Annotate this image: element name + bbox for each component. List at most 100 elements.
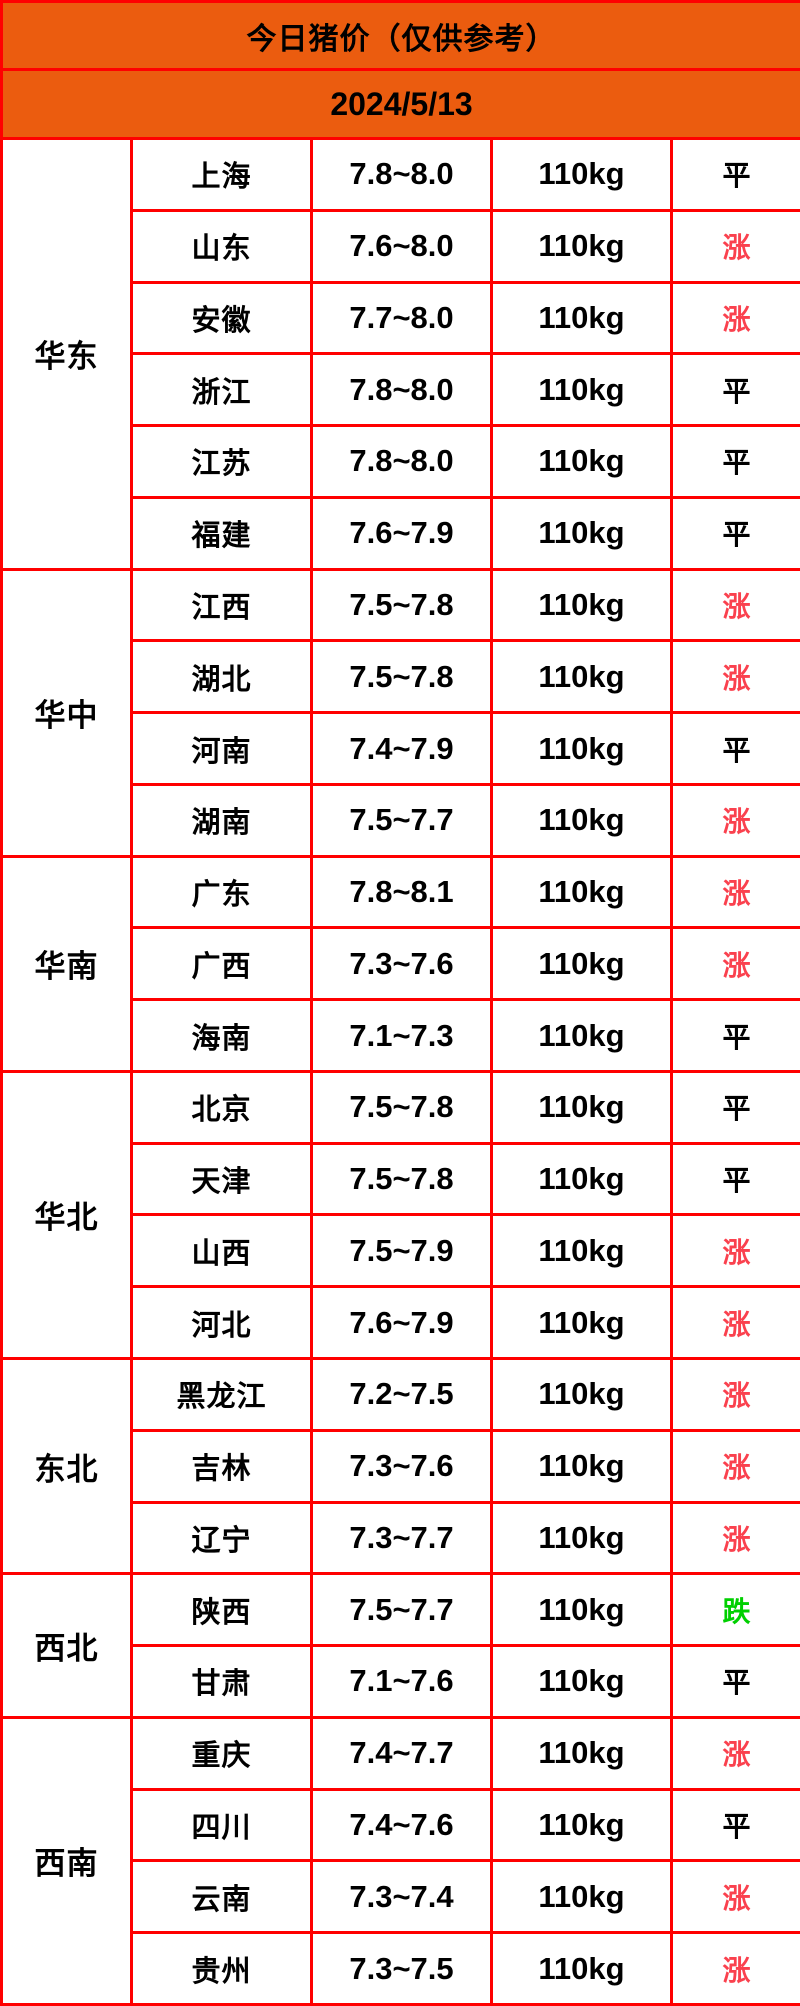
province-cell: 云南: [130, 1859, 313, 1935]
region-cell: 华中: [0, 567, 133, 858]
table-row: 云南 7.3~7.4 110kg 涨: [2, 1859, 800, 1935]
weight-cell: 110kg: [490, 1931, 673, 2006]
date-label: 2024/5/13: [0, 68, 800, 140]
table-row: 海南 7.1~7.3 110kg 平: [2, 998, 800, 1073]
table-row: 湖北 7.5~7.8 110kg 涨: [2, 639, 800, 715]
table-row: 西南 重庆 7.4~7.7 110kg 涨: [0, 1715, 800, 2006]
table-row: 福建 7.6~7.9 110kg 平: [2, 495, 800, 571]
weight-cell: 110kg: [490, 998, 673, 1073]
weight-cell: 110kg: [490, 639, 673, 715]
trend-cell: 平: [669, 1644, 800, 1719]
weight-cell: 110kg: [490, 1357, 673, 1432]
weight-cell: 110kg: [490, 567, 673, 643]
weight-cell: 110kg: [490, 1285, 673, 1361]
price-table-body: 华东 上海 7.8~8.0 110kg 平山东 7.6~8.0 110kg 涨安徽 7.7~8.…: [0, 137, 800, 2006]
province-cell: 四川: [130, 1787, 313, 1863]
weight-cell: 110kg: [490, 1213, 673, 1289]
trend-cell: 平: [669, 1141, 800, 1217]
trend-cell: 平: [669, 137, 800, 212]
province-cell: 福建: [130, 495, 313, 571]
table-row: 甘肃 7.1~7.6 110kg 平: [2, 1644, 800, 1719]
weight-cell: 110kg: [490, 208, 673, 284]
price-cell: 7.5~7.7: [310, 782, 493, 858]
table-row: 安徽 7.7~8.0 110kg 涨: [2, 280, 800, 356]
province-cell: 江苏: [130, 424, 313, 499]
trend-cell: 涨: [669, 782, 800, 858]
price-cell: 7.5~7.8: [310, 1141, 493, 1217]
price-cell: 7.5~7.8: [310, 639, 493, 715]
trend-cell: 涨: [669, 1213, 800, 1289]
table-row: 山东 7.6~8.0 110kg 涨: [2, 208, 800, 284]
weight-cell: 110kg: [490, 352, 673, 428]
trend-cell: 涨: [669, 926, 800, 1002]
trend-cell: 涨: [669, 1428, 800, 1504]
weight-cell: 110kg: [490, 854, 673, 930]
province-cell: 湖南: [130, 782, 313, 858]
table-row: 吉林 7.3~7.6 110kg 涨: [2, 1428, 800, 1504]
region-cell: 西北: [0, 1572, 133, 1719]
weight-cell: 110kg: [490, 424, 673, 499]
table-row: 天津 7.5~7.8 110kg 平: [2, 1141, 800, 1217]
price-cell: 7.1~7.6: [310, 1644, 493, 1719]
price-cell: 7.6~7.9: [310, 495, 493, 571]
trend-cell: 涨: [669, 1357, 800, 1432]
table-row: 贵州 7.3~7.5 110kg 涨: [2, 1931, 800, 2006]
price-cell: 7.3~7.5: [310, 1931, 493, 2006]
weight-cell: 110kg: [490, 1428, 673, 1504]
trend-cell: 平: [669, 711, 800, 786]
province-cell: 广西: [130, 926, 313, 1002]
province-cell: 天津: [130, 1141, 313, 1217]
province-cell: 辽宁: [130, 1500, 313, 1576]
table-row: 华北 北京 7.5~7.8 110kg 平: [0, 1069, 800, 1361]
province-cell: 浙江: [130, 352, 313, 428]
price-cell: 7.7~8.0: [310, 280, 493, 356]
trend-cell: 涨: [669, 1285, 800, 1361]
trend-cell: 平: [669, 998, 800, 1073]
table-row: 西北 陕西 7.5~7.7 110kg 跌: [0, 1572, 800, 1719]
price-cell: 7.1~7.3: [310, 998, 493, 1073]
province-cell: 安徽: [130, 280, 313, 356]
province-cell: 海南: [130, 998, 313, 1073]
weight-cell: 110kg: [490, 1644, 673, 1719]
table-row: 江苏 7.8~8.0 110kg 平: [2, 424, 800, 499]
weight-cell: 110kg: [490, 1069, 673, 1145]
trend-cell: 平: [669, 352, 800, 428]
weight-cell: 110kg: [490, 1500, 673, 1576]
price-cell: 7.8~8.0: [310, 137, 493, 212]
trend-cell: 涨: [669, 567, 800, 643]
weight-cell: 110kg: [490, 1859, 673, 1935]
table-row: 华中 江西 7.5~7.8 110kg 涨: [0, 567, 800, 858]
trend-cell: 涨: [669, 854, 800, 930]
price-cell: 7.3~7.7: [310, 1500, 493, 1576]
province-cell: 山东: [130, 208, 313, 284]
table-row: 浙江 7.8~8.0 110kg 平: [2, 352, 800, 428]
price-cell: 7.4~7.7: [310, 1715, 493, 1791]
province-cell: 北京: [130, 1069, 313, 1145]
table-row: 华东 上海 7.8~8.0 110kg 平: [0, 137, 800, 571]
province-cell: 陕西: [130, 1572, 313, 1648]
weight-cell: 110kg: [490, 1787, 673, 1863]
price-cell: 7.8~8.1: [310, 854, 493, 930]
province-cell: 甘肃: [130, 1644, 313, 1719]
price-cell: 7.8~8.0: [310, 352, 493, 428]
table-row: 广西 7.3~7.6 110kg 涨: [2, 926, 800, 1002]
region-cell: 华南: [0, 854, 133, 1073]
weight-cell: 110kg: [490, 1572, 673, 1648]
table-row: 四川 7.4~7.6 110kg 平: [2, 1787, 800, 1863]
table-row: 湖南 7.5~7.7 110kg 涨: [2, 782, 800, 858]
region-cell: 东北: [0, 1357, 133, 1576]
trend-cell: 涨: [669, 280, 800, 356]
trend-cell: 涨: [669, 1715, 800, 1791]
weight-cell: 110kg: [490, 926, 673, 1002]
province-cell: 黑龙江: [130, 1357, 313, 1432]
price-cell: 7.6~8.0: [310, 208, 493, 284]
price-cell: 7.5~7.8: [310, 567, 493, 643]
weight-cell: 110kg: [490, 280, 673, 356]
region-cell: 华东: [0, 137, 133, 571]
table-row: 辽宁 7.3~7.7 110kg 涨: [2, 1500, 800, 1576]
province-cell: 贵州: [130, 1931, 313, 2006]
province-cell: 湖北: [130, 639, 313, 715]
price-cell: 7.3~7.6: [310, 926, 493, 1002]
